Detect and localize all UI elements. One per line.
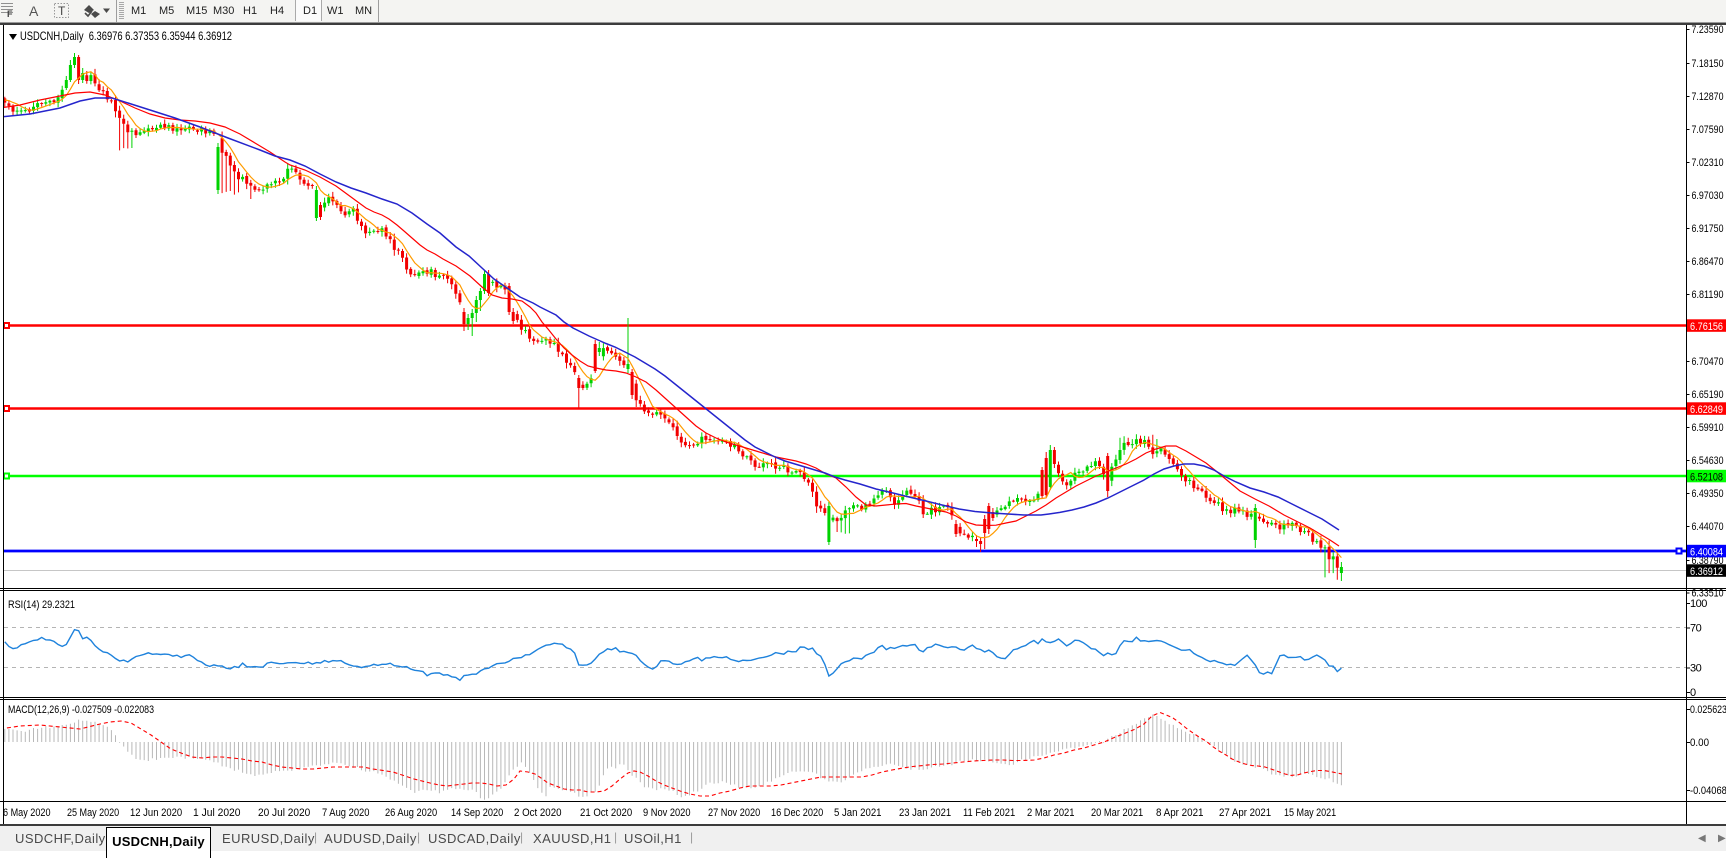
svg-text:6.33510: 6.33510	[1692, 588, 1724, 600]
svg-text:1 Jul 2020: 1 Jul 2020	[193, 807, 241, 819]
svg-text:11 Feb 2021: 11 Feb 2021	[963, 807, 1015, 819]
svg-text:6.70470: 6.70470	[1692, 356, 1724, 368]
svg-text:16 Dec 2020: 16 Dec 2020	[771, 807, 823, 819]
svg-text:27 Nov 2020: 27 Nov 2020	[708, 807, 760, 819]
svg-text:F: F	[7, 9, 13, 19]
svg-text:20 Mar 2021: 20 Mar 2021	[1091, 807, 1143, 819]
svg-text:6.59910: 6.59910	[1692, 422, 1724, 434]
svg-text:6.86470: 6.86470	[1692, 256, 1724, 268]
svg-text:7.23590: 7.23590	[1692, 24, 1724, 36]
svg-text:RSI(14) 29.2321: RSI(14) 29.2321	[8, 599, 75, 611]
svg-text:15 May 2021: 15 May 2021	[1284, 807, 1336, 819]
svg-text:6.97030: 6.97030	[1692, 190, 1724, 202]
svg-text:70: 70	[1690, 623, 1702, 635]
svg-text:7.18150: 7.18150	[1692, 58, 1724, 70]
svg-text:6 May 2020: 6 May 2020	[3, 807, 51, 819]
svg-text:20 Jul 2020: 20 Jul 2020	[258, 807, 310, 819]
svg-text:14 Sep 2020: 14 Sep 2020	[451, 807, 503, 819]
svg-text:0.00: 0.00	[1690, 737, 1709, 749]
svg-text:7.02310: 7.02310	[1692, 157, 1724, 169]
svg-text:2 Mar 2021: 2 Mar 2021	[1027, 807, 1075, 819]
svg-text:T: T	[58, 4, 66, 18]
svg-text:2 Oct 2020: 2 Oct 2020	[514, 807, 562, 819]
svg-text:30: 30	[1690, 663, 1702, 675]
svg-text:100: 100	[1690, 598, 1707, 610]
svg-text:7.07590: 7.07590	[1692, 124, 1724, 136]
svg-text:6.62849: 6.62849	[1690, 404, 1723, 416]
svg-text:5 Jan 2021: 5 Jan 2021	[834, 807, 882, 819]
svg-text:6.81190: 6.81190	[1692, 289, 1724, 301]
svg-text:6.76156: 6.76156	[1690, 321, 1723, 333]
svg-text:6.40084: 6.40084	[1690, 546, 1723, 558]
svg-text:6.65190: 6.65190	[1692, 389, 1724, 401]
svg-text:6.49350: 6.49350	[1692, 488, 1724, 500]
svg-text:12 Jun 2020: 12 Jun 2020	[130, 807, 182, 819]
svg-text:26 Aug 2020: 26 Aug 2020	[385, 807, 437, 819]
svg-text:9 Nov 2020: 9 Nov 2020	[643, 807, 691, 819]
svg-text:USDCNH,Daily 6.36976 6.37353: USDCNH,Daily 6.36976 6.37353 6.35944 6.3…	[20, 29, 232, 43]
svg-text:7 Aug 2020: 7 Aug 2020	[322, 807, 370, 819]
svg-text:8 Apr 2021: 8 Apr 2021	[1156, 807, 1204, 819]
svg-text:6.54630: 6.54630	[1692, 455, 1724, 467]
svg-text:6.44070: 6.44070	[1692, 521, 1724, 533]
svg-text:MACD(12,26,9) -0.027509 -0.022: MACD(12,26,9) -0.027509 -0.022083	[8, 704, 154, 716]
svg-text:6.52108: 6.52108	[1690, 471, 1723, 483]
svg-text:A: A	[29, 3, 39, 19]
svg-text:7.12870: 7.12870	[1692, 91, 1724, 103]
svg-text:6.38790: 6.38790	[1692, 555, 1724, 567]
svg-text:0: 0	[1690, 687, 1696, 699]
svg-text:21 Oct 2020: 21 Oct 2020	[580, 807, 632, 819]
svg-text:6.91750: 6.91750	[1692, 223, 1724, 235]
svg-text:23 Jan 2021: 23 Jan 2021	[899, 807, 951, 819]
svg-text:25 May 2020: 25 May 2020	[67, 807, 119, 819]
svg-text:27 Apr 2021: 27 Apr 2021	[1219, 807, 1271, 819]
svg-text:0.025623: 0.025623	[1690, 704, 1726, 716]
svg-text:6.36912: 6.36912	[1690, 566, 1723, 578]
svg-text:-0.040687: -0.040687	[1690, 785, 1726, 797]
